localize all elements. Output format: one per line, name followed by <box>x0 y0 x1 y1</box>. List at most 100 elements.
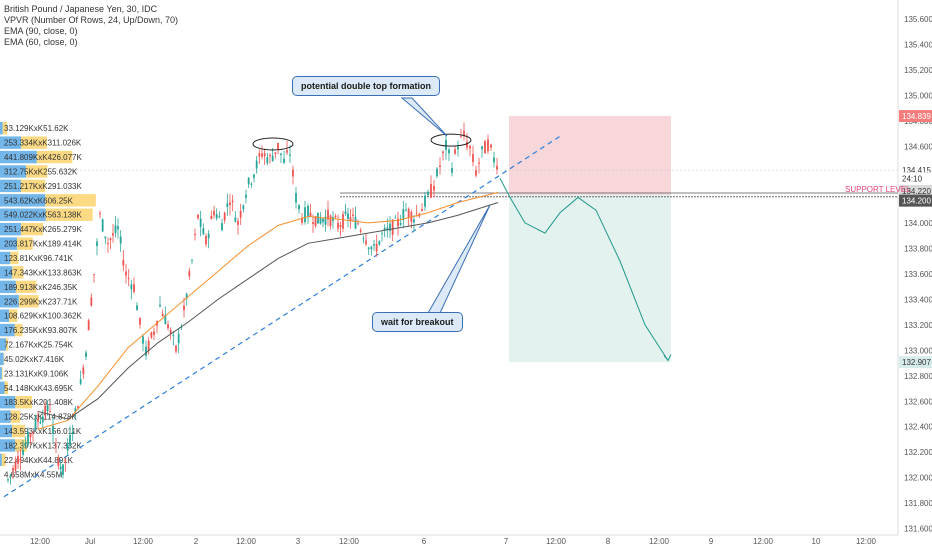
volume-profile-buy-bar <box>0 295 19 308</box>
candle-body <box>487 139 489 152</box>
volume-profile-sell-bar <box>16 237 33 250</box>
candle-body <box>164 314 167 325</box>
volume-profile-label: 312.75KxK255.632K <box>4 167 78 176</box>
candle-body <box>263 153 266 157</box>
volume-profile-sell-bar <box>12 266 24 279</box>
candle-body <box>175 345 177 352</box>
candle-body <box>253 174 255 178</box>
breakout-callout-pointer <box>427 204 491 314</box>
candle-body <box>14 461 17 471</box>
candle-body <box>231 200 234 203</box>
candle-body <box>460 135 462 137</box>
y-tick-label: 135.200 <box>904 66 932 75</box>
candle-body <box>307 205 309 217</box>
volume-profile-label: 4.658MxK4.55M <box>4 470 63 479</box>
candle-body <box>466 141 468 148</box>
candle-body <box>213 210 215 216</box>
candle-body <box>99 213 101 215</box>
volume-profile-label: 203.817KxK189.414K <box>4 240 83 249</box>
candle-body <box>451 167 453 173</box>
volume-profile-buy-bar <box>0 381 5 394</box>
candle-body <box>223 212 226 221</box>
candle-body <box>199 218 202 227</box>
candle-body <box>445 139 447 150</box>
candle-body <box>389 223 391 231</box>
volume-profile-label: 147.343KxK133.863K <box>4 268 83 277</box>
candle-body <box>205 236 207 245</box>
breakout-callout[interactable]: wait for breakout <box>372 312 463 332</box>
volume-profile-buy-bar <box>0 237 17 250</box>
candle-body <box>266 157 269 164</box>
candle-body <box>327 209 329 220</box>
y-tick-label: 134.000 <box>904 219 932 228</box>
volume-profile-sell-bar <box>1 453 6 467</box>
x-tick-label: 2 <box>194 537 199 546</box>
ascending-trendline <box>3 135 561 498</box>
volume-profile-label: 183.5KxK201.408K <box>4 398 74 407</box>
volume-profile-buy-bar <box>0 122 3 135</box>
candle-body <box>286 150 288 153</box>
candle-body <box>210 215 213 220</box>
volume-profile-buy-bar <box>0 338 7 351</box>
candle-body <box>87 320 90 331</box>
candle-body <box>280 153 282 156</box>
price-tag-bg <box>899 356 932 369</box>
x-tick-label: 7 <box>504 537 509 546</box>
double-top-circle-left <box>252 137 294 151</box>
indicator-vpvr[interactable]: VPVR (Number Of Rows, 24, Up/Down, 70) <box>4 15 179 25</box>
candle-body <box>239 210 242 218</box>
candle-body <box>484 141 486 154</box>
volume-profile-sell-bar <box>10 251 19 265</box>
candle-body <box>180 327 183 329</box>
candle-body <box>55 445 57 447</box>
volume-profile-label: 108.629KxK100.362K <box>4 312 83 321</box>
volume-profile-buy-bar <box>0 150 37 164</box>
candle-body <box>57 457 60 466</box>
stop-loss-zone <box>509 116 671 195</box>
candle-body <box>295 192 297 203</box>
candle-body <box>237 220 239 225</box>
candle-body <box>161 313 164 317</box>
price-tag-bg <box>899 194 932 207</box>
candle-body <box>19 458 22 461</box>
price-tag-label: 134.200 <box>902 197 931 206</box>
candle-body <box>22 449 24 455</box>
candle-body <box>245 194 247 198</box>
candle-body <box>298 204 300 210</box>
volume-profile-label: 54.148KxK43.695K <box>4 384 74 393</box>
price-tag-bg <box>899 185 932 198</box>
candle-body <box>112 233 114 236</box>
volume-profile-sell-bar <box>9 309 18 322</box>
volume-profile-sell-bar <box>21 136 48 149</box>
candle-body <box>234 217 237 222</box>
candle-body <box>292 169 294 177</box>
volume-profile-buy-bar <box>0 266 13 279</box>
volume-profile-sell-bar <box>14 323 23 337</box>
volume-profile-buy-bar <box>0 410 11 423</box>
candle-body <box>457 147 459 150</box>
volume-profile-buy-bar <box>0 352 4 366</box>
volume-profile-label: 549.022KxK563.138K <box>4 211 83 220</box>
candle-body <box>490 144 492 148</box>
double-top-callout[interactable]: potential double top formation <box>292 76 440 96</box>
candle-body <box>415 212 418 214</box>
y-tick-label: 135.600 <box>904 15 932 24</box>
candle-body <box>82 367 85 375</box>
y-tick-label: 131.600 <box>904 525 932 534</box>
candle-body <box>37 418 39 422</box>
indicator-ema60[interactable]: EMA (60, close, 0) <box>4 37 78 47</box>
volume-profile-label: 441.809KxK426.077K <box>4 153 83 162</box>
volume-profile-sell-bar <box>15 439 27 452</box>
candle-body <box>191 260 193 261</box>
y-tick-label: 133.400 <box>904 295 932 304</box>
candle-body <box>34 419 37 430</box>
y-tick-label: 132.200 <box>904 448 932 457</box>
x-tick-label: 12:00 <box>133 537 154 546</box>
x-tick-label: 12:00 <box>649 537 670 546</box>
candle-body <box>277 143 279 150</box>
candle-body <box>147 340 150 351</box>
volume-profile-sell-bar <box>20 222 44 236</box>
volume-profile-label: 176.235KxK93.807K <box>4 326 78 335</box>
indicator-ema90[interactable]: EMA (90, close, 0) <box>4 26 78 36</box>
